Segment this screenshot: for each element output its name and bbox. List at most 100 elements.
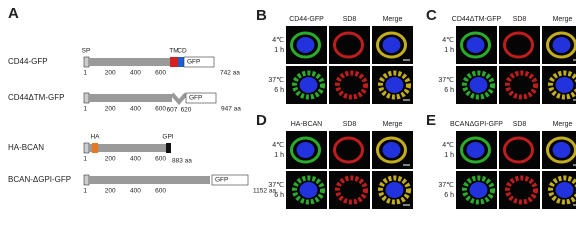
channel-label: CD44ΔTM-GFP [452,16,502,23]
bar [89,94,172,102]
channel-label: CD44-GFP [289,16,324,23]
domain-label: SP [82,48,91,55]
channel-label: Merge [553,16,573,23]
gfp-label: GFP [187,59,200,66]
domain-label: GPI [162,134,173,141]
row-label: 6 h [444,87,454,94]
construct-name: BCAN-ΔGPI-GFP [8,175,71,184]
aa-tick: 600 [155,106,166,113]
cell-signal [292,175,325,205]
domain-label: TM [169,48,178,55]
row-label: 37℃ [438,182,454,189]
nucleus [299,77,318,93]
cell-signal [290,31,321,59]
nucleus [466,142,485,158]
nucleus [552,142,571,158]
aa-tick: 200 [105,156,116,163]
aa-tick: 200 [105,188,116,195]
nucleus [299,182,318,198]
cell-signal [460,31,491,59]
channel-label: HA-BCAN [291,121,323,128]
channel-label: SD8 [513,16,527,23]
row-label: 1 h [444,152,454,159]
channel-label: Merge [383,16,403,23]
aa-tick: 200 [105,106,116,113]
cell-signal [460,136,491,164]
aa-tick: 1 [83,70,87,77]
channel-label: Merge [383,121,403,128]
channel-label: BCANΔGPI-GFP [450,121,503,128]
aa-tick: 400 [130,156,141,163]
aa-tick: 400 [130,188,141,195]
cell-signal [505,70,538,100]
domain [166,143,171,153]
figure: A CD44-GFP GFP SP TM C D 1 200 400 600 742 aa CD44Δ… [8,5,576,209]
row-label: 37℃ [268,182,284,189]
row-label: 6 h [444,192,454,199]
aa-tick: 1 [83,156,87,163]
nucleus [552,37,571,53]
sp-box [83,92,90,104]
nucleus [385,182,404,198]
nucleus [382,142,401,158]
nucleus [382,37,401,53]
construct-name: HA-BCAN [8,143,44,152]
channel-label: SD8 [343,16,357,23]
row-label: 4℃ [442,37,454,44]
nucleus [466,37,485,53]
nucleus [555,77,574,93]
gfp-box [185,92,217,104]
nucleus [296,37,315,53]
cell-signal [333,31,364,59]
gfp-box [183,56,215,68]
panel-label: B [256,7,267,24]
cell-signal [333,136,364,164]
cell-signal [292,70,325,100]
row-label: 4℃ [442,142,454,149]
length: 742 aa [220,70,240,77]
aa-tick: 1 [83,106,87,113]
aa-tick: 1 [83,188,87,195]
panel-label: A [8,5,19,22]
cell-signal [503,31,534,59]
cell-signal [335,70,368,100]
length: 947 aa [221,106,241,113]
domain-label: HA [90,134,100,141]
sp-box [83,142,90,154]
cell-signal [335,175,368,205]
aa-tick: 400 [130,106,141,113]
row-label: 37℃ [438,77,454,84]
nucleus [296,142,315,158]
cell-signal [290,136,321,164]
row-label: 4℃ [272,142,284,149]
cell-signal [548,70,576,100]
bar [89,58,170,66]
domain [92,143,98,153]
cell-signal [376,136,407,164]
nucleus [385,77,404,93]
length: 1152 aa [253,188,276,195]
row-label: 6 h [274,192,284,199]
construct-name: CD44ΔTM-GFP [8,93,64,102]
panel-label: C [426,7,437,24]
cell-signal [462,175,495,205]
cell-signal [376,31,407,59]
domain [170,57,178,67]
row-label: 4℃ [272,37,284,44]
channel-label: Merge [553,121,573,128]
row-label: 1 h [274,152,284,159]
cell-signal [378,175,411,205]
aa-tick: 200 [105,70,116,77]
channel-label: SD8 [343,121,357,128]
channel-label: SD8 [513,121,527,128]
aa-tick: 600 [155,188,166,195]
sp-box [83,174,90,186]
nucleus [469,77,488,93]
gfp-box [211,174,249,186]
panel-label: D [256,112,267,129]
row-label: 37℃ [268,77,284,84]
gfp-label: GFP [215,177,228,184]
aa-tick: 400 [130,70,141,77]
row-label: 6 h [274,87,284,94]
cell-signal [378,70,411,100]
